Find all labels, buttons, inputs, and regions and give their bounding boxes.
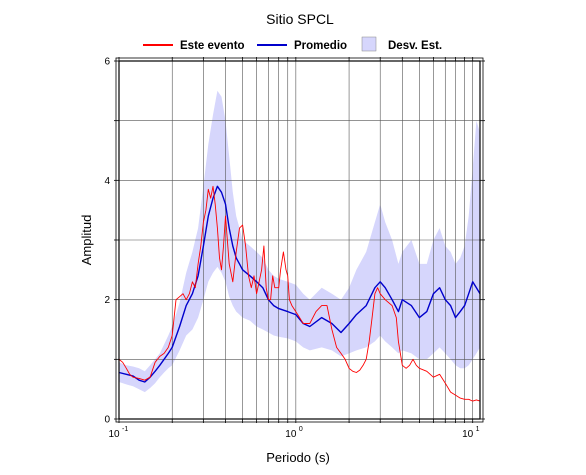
y-tick-label: 0 <box>104 415 110 426</box>
legend: Este evento Promedio Desv. Est. <box>143 36 442 52</box>
x-tick-label: 10 <box>108 429 120 440</box>
x-tick-label-exponent: -1 <box>122 426 128 433</box>
series-line-promedio <box>118 185 481 383</box>
legend-label-desv-est: Desv. Est. <box>388 40 442 52</box>
legend-label-este-evento: Este evento <box>180 40 245 52</box>
y-tick-label: 4 <box>104 176 110 187</box>
x-axis-label: Periodo (s) <box>266 450 330 465</box>
x-tick-label-exponent: 0 <box>299 426 303 433</box>
chart-title: Sitio SPCL <box>266 11 334 27</box>
std-dev-band <box>119 90 480 393</box>
legend-label-promedio: Promedio <box>294 40 347 52</box>
y-tick-label: 6 <box>104 57 110 68</box>
series-line-este-evento <box>118 185 481 402</box>
plot-frame <box>118 60 481 420</box>
x-tick-label-exponent: 1 <box>476 426 480 433</box>
legend-swatch-desv-est <box>361 36 377 52</box>
x-tick-label: 10 <box>462 429 474 440</box>
plot-frame-outer <box>115 57 484 423</box>
y-axis-label: Amplitud <box>79 215 94 266</box>
y-tick-label: 2 <box>104 295 110 306</box>
x-tick-label: 10 <box>285 429 297 440</box>
